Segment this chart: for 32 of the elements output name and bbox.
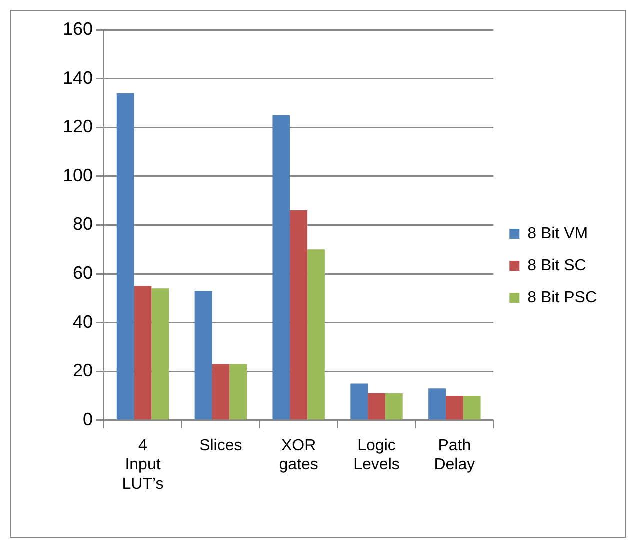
y-tick-label: 20 xyxy=(73,360,94,381)
bar xyxy=(230,364,248,420)
bar xyxy=(368,394,386,420)
y-tick-label: 60 xyxy=(73,262,94,283)
bar xyxy=(385,394,403,420)
legend-label: 8 Bit VM xyxy=(528,225,588,242)
y-tick-label: 160 xyxy=(62,18,94,39)
y-tick-label: 100 xyxy=(62,165,94,186)
bar xyxy=(446,396,464,420)
bar xyxy=(212,364,230,420)
legend-label: 8 Bit PSC xyxy=(528,289,597,306)
x-tick-label: Path Delay xyxy=(434,437,476,474)
bar xyxy=(272,115,290,420)
y-tick-label: 0 xyxy=(83,409,94,430)
x-tick-label: Logic Levels xyxy=(354,437,400,474)
bar xyxy=(290,210,308,420)
bar xyxy=(428,388,446,420)
x-tick-label: Slices xyxy=(200,437,242,454)
bar xyxy=(308,250,325,420)
bar xyxy=(134,286,152,420)
y-tick-label: 80 xyxy=(73,214,94,234)
y-tick-label: 40 xyxy=(73,312,94,332)
bar xyxy=(463,396,481,420)
y-tick-label: 140 xyxy=(62,68,94,88)
bar xyxy=(116,93,134,420)
y-tick-label: 120 xyxy=(62,116,94,137)
x-tick-label: 4 Input LUT’s xyxy=(122,437,164,493)
x-tick-label: XOR gates xyxy=(279,437,318,474)
legend-label: 8 Bit SC xyxy=(528,257,586,274)
bar xyxy=(152,288,170,420)
bar xyxy=(194,291,212,420)
bar xyxy=(350,384,368,420)
